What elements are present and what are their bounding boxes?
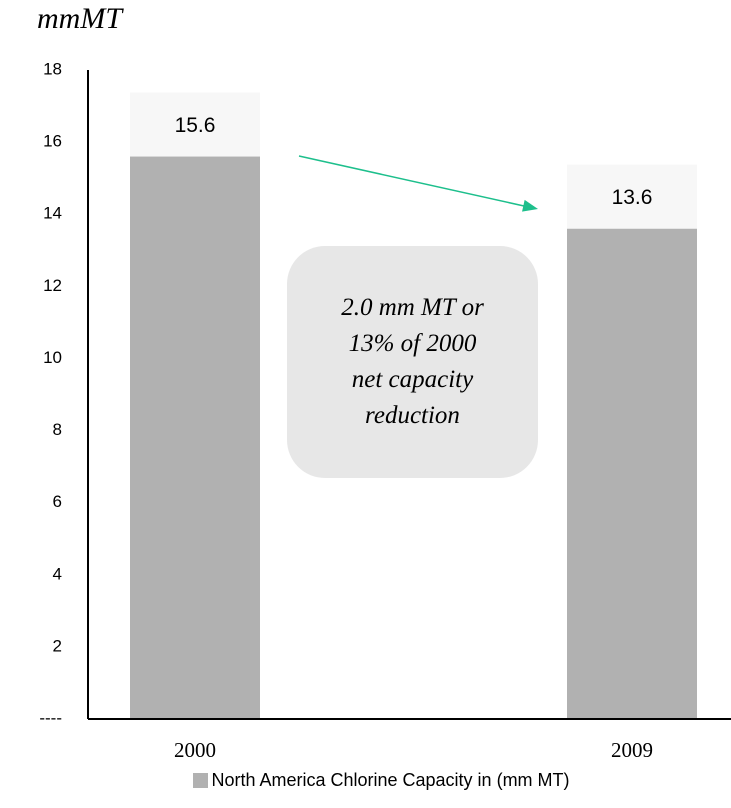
annotation-text: 2.0 mm MT or 13% of 2000 net capacity re… [341, 294, 484, 429]
y-tick-label: 12 [43, 276, 62, 295]
bar-2009 [567, 228, 697, 719]
y-tick-label: 16 [43, 132, 62, 151]
chart-unit-title: mmMT [37, 2, 123, 35]
trend-arrow-head [522, 199, 538, 212]
y-tick-label: 10 [43, 348, 62, 367]
x-tick-label: 2000 [174, 738, 216, 762]
y-tick-label: ---- [39, 708, 62, 727]
bar-2000 [130, 156, 260, 720]
y-tick-label: 6 [53, 492, 62, 511]
legend-label: North America Chlorine Capacity in (mm M… [211, 770, 570, 790]
data-label: 15.6 [175, 114, 216, 137]
y-tick-label: 2 [53, 636, 62, 655]
data-label-box [130, 92, 260, 157]
chart-legend: North America Chlorine Capacity in (mm M… [0, 770, 731, 791]
data-label-box [567, 164, 697, 229]
data-label: 13.6 [612, 186, 653, 209]
y-tick-label: 18 [43, 59, 62, 78]
x-tick-label: 2009 [611, 738, 653, 762]
y-tick-label: 14 [43, 204, 62, 223]
legend-swatch [193, 773, 209, 788]
trend-arrow-line [298, 155, 525, 207]
y-tick-label: 8 [53, 420, 62, 439]
annotation-box: 2.0 mm MT or 13% of 2000 net capacity re… [287, 246, 538, 478]
y-tick-label: 4 [53, 564, 62, 583]
